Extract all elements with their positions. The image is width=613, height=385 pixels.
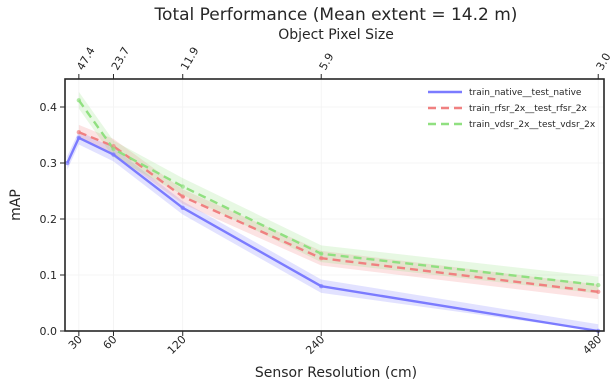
data-point: [180, 194, 185, 199]
top-tick-label: 47.4: [74, 45, 98, 73]
data-point: [180, 205, 185, 210]
data-point: [76, 98, 82, 103]
top-axis-label: Object Pixel Size: [278, 27, 394, 43]
chart-title: Total Performance (Mean extent = 14.2 m): [154, 5, 518, 25]
y-tick-label: 0.2: [40, 213, 58, 226]
confidence-bands: [67, 91, 599, 331]
series-band: [78, 124, 599, 300]
data-point: [76, 135, 82, 140]
y-tick-label: 0.3: [40, 157, 58, 170]
data-point: [111, 146, 116, 152]
data-point: [111, 152, 116, 157]
series-lines: [66, 99, 599, 333]
series-line: [66, 136, 599, 333]
series-band: [78, 91, 599, 294]
data-point: [596, 289, 601, 294]
top-tick-label: 23.7: [109, 45, 133, 73]
y-tick-label: 0.4: [40, 101, 58, 114]
data-point: [319, 284, 324, 289]
y-tick-label: 0.0: [40, 325, 58, 338]
top-tick-label: 3.0: [594, 51, 613, 73]
x-tick-label: 480: [580, 333, 604, 357]
top-tick-label: 5.9: [317, 51, 337, 73]
data-point: [65, 160, 70, 166]
series-line: [78, 131, 599, 293]
x-tick-label: 30: [66, 333, 85, 352]
x-tick-label: 240: [303, 333, 327, 357]
top-tick-label: 11.9: [178, 45, 202, 73]
series-band: [67, 131, 599, 331]
x-tick-label: 120: [165, 333, 189, 357]
plot-frame: [64, 78, 605, 332]
legend: train_native__test_native train_rfsr_2x__…: [428, 88, 596, 130]
data-point: [180, 184, 185, 189]
series-points: [65, 98, 601, 334]
x-axis-label: Sensor Resolution (cm): [255, 365, 417, 381]
data-point: [596, 282, 601, 288]
data-point: [319, 251, 324, 256]
series-line: [77, 99, 599, 287]
grid: [65, 79, 604, 332]
legend-label: train_rfsr_2x__test_rfsr_2x: [469, 104, 588, 114]
y-axis-label: mAP: [8, 189, 24, 221]
y-tick-label: 0.1: [40, 269, 58, 282]
legend-label: train_vdsr_2x__test_vdsr_2x: [469, 120, 596, 130]
data-point: [319, 256, 324, 261]
x-tick-label: 60: [101, 333, 120, 352]
data-point: [76, 130, 82, 135]
legend-label: train_native__test_native: [469, 88, 582, 98]
